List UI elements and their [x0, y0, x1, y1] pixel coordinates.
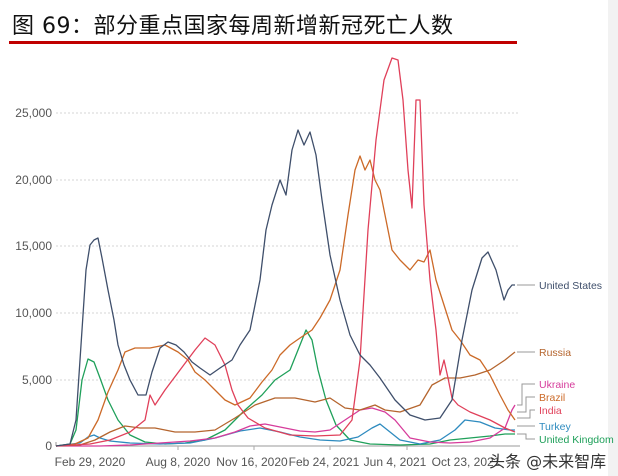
gridlines — [56, 112, 520, 381]
leader-lines — [517, 284, 535, 440]
legend-ukraine: Ukraine — [539, 379, 575, 391]
legend-united-states: United States — [539, 280, 602, 292]
leader-ukraine — [517, 383, 535, 406]
leader-united-kingdom — [517, 433, 535, 440]
y-label: 10,000 — [15, 306, 52, 320]
x-label: Oct 23, 2021 — [432, 455, 501, 469]
legend-turkey: Turkey — [539, 421, 571, 433]
x-label: Aug 8, 2020 — [146, 455, 211, 469]
leader-india — [517, 409, 535, 419]
series-united-states — [55, 129, 515, 447]
y-label: 5,000 — [22, 373, 52, 387]
series-turkey — [55, 419, 515, 447]
series-india — [55, 57, 516, 447]
legend-russia: Russia — [539, 347, 571, 359]
leader-brazil — [517, 396, 535, 413]
series-lines — [55, 57, 516, 447]
series-brazil — [55, 155, 516, 447]
legend-india: India — [539, 405, 562, 417]
x-axis-labels: Feb 29, 2020 Aug 8, 2020 Nov 16, 2020 Fe… — [55, 455, 501, 469]
legend-united-kingdom: United Kingdom — [539, 434, 614, 446]
x-label: Nov 16, 2020 — [216, 455, 288, 469]
x-label: Jun 4, 2021 — [364, 455, 427, 469]
title-underline — [9, 41, 517, 44]
chart-title: 图 69：部分重点国家每周新增新冠死亡人数 — [12, 14, 454, 39]
y-label: 25,000 — [15, 106, 52, 120]
y-label: 20,000 — [15, 173, 52, 187]
y-label: 0 — [45, 439, 52, 453]
y-axis-labels: 25,000 20,000 15,000 10,000 5,000 0 — [15, 106, 52, 453]
y-label: 15,000 — [15, 239, 52, 253]
series-united-kingdom — [55, 329, 515, 447]
watermark: 头条 @未来智库 — [489, 452, 607, 471]
series-ukraine — [56, 404, 516, 447]
x-ticks — [177, 446, 408, 450]
legend: United States Russia Ukraine Brazil Indi… — [539, 280, 614, 446]
x-label: Feb 29, 2020 — [55, 455, 126, 469]
x-label: Feb 24, 2021 — [289, 455, 360, 469]
page-edge — [608, 0, 618, 476]
legend-brazil: Brazil — [539, 392, 565, 404]
